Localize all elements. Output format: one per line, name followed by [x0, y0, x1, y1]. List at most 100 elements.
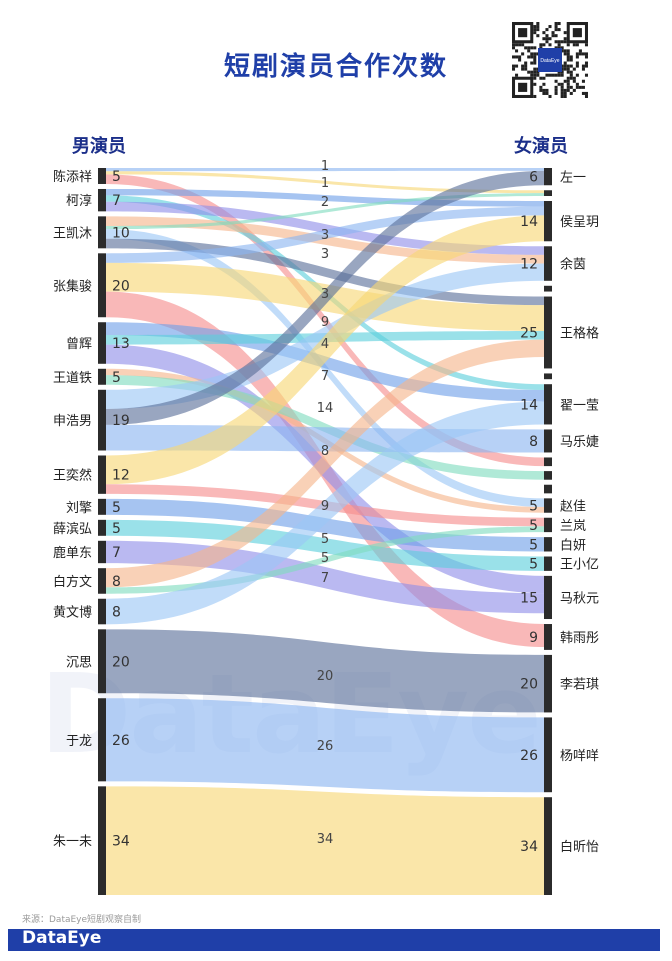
qr-module	[554, 46, 558, 50]
qr-module	[521, 43, 525, 47]
qr-module	[575, 73, 579, 77]
qr-module	[527, 55, 531, 59]
flow-band	[106, 698, 544, 793]
female-node-bar	[544, 190, 552, 197]
qr-module	[551, 34, 555, 38]
female-name-label: 王小亿	[560, 558, 599, 573]
qr-module	[560, 64, 564, 68]
qr-module	[563, 91, 567, 95]
male-name-label: 柯淳	[66, 193, 92, 209]
female-total-label: 5	[529, 499, 538, 515]
female-name-label: 马乐婕	[560, 435, 599, 450]
qr-module	[515, 55, 519, 59]
qr-module	[563, 40, 567, 44]
qr-module	[512, 43, 516, 47]
qr-module	[524, 61, 528, 65]
female-total-label: 20	[520, 677, 538, 693]
qr-module	[575, 64, 579, 68]
flow-value-label: 3	[321, 247, 329, 262]
qr-module	[533, 55, 537, 59]
qr-module	[563, 67, 567, 71]
qr-module	[563, 61, 567, 65]
qr-module	[533, 82, 537, 86]
male-total-label: 19	[112, 413, 130, 429]
qr-module	[566, 52, 570, 56]
female-node-bar	[544, 484, 552, 494]
qr-module	[536, 34, 540, 38]
qr-module	[545, 91, 549, 95]
qr-module	[557, 70, 561, 74]
female-node-bar	[544, 575, 552, 620]
male-name-label: 沉思	[66, 655, 92, 670]
qr-module	[581, 79, 585, 83]
female-name-label: 翟一莹	[560, 398, 599, 413]
flow-band	[106, 171, 544, 194]
qr-module	[566, 79, 570, 83]
flow-value-label: 3	[321, 228, 329, 243]
male-total-label: 34	[112, 834, 130, 850]
qr-module	[542, 37, 546, 41]
male-name-label: 王道铁	[53, 371, 92, 386]
male-name-label: 白方文	[53, 574, 92, 590]
qr-module	[581, 91, 585, 95]
qr-module	[566, 76, 570, 80]
female-node-bar	[544, 246, 552, 281]
qr-module	[548, 73, 552, 77]
node-layer	[98, 168, 552, 895]
female-total-label: 14	[520, 214, 538, 230]
flow-band	[106, 238, 544, 306]
qr-module	[545, 28, 549, 32]
female-node-bar	[544, 168, 552, 186]
qr-module	[551, 31, 555, 35]
female-total-label: 14	[520, 397, 538, 413]
qr-finder-core	[518, 28, 528, 38]
qr-module	[566, 55, 570, 59]
qr-module	[539, 85, 543, 89]
qr-module	[560, 40, 564, 44]
qr-module	[584, 94, 588, 98]
male-node-bar	[98, 568, 106, 594]
female-node-bar	[544, 471, 552, 480]
qr-module	[563, 94, 567, 98]
qr-module	[560, 91, 564, 95]
female-node-bar	[544, 384, 552, 425]
female-name-label: 王格格	[560, 325, 599, 341]
qr-module	[569, 64, 573, 68]
flow-band	[106, 170, 544, 425]
qr-module	[572, 88, 576, 92]
flow-band	[106, 168, 544, 172]
qr-module	[512, 67, 516, 71]
qr-module	[515, 49, 519, 53]
male-node-bar	[98, 368, 106, 385]
qr-module	[539, 46, 543, 50]
male-name-label: 刘擎	[66, 501, 92, 516]
qr-module	[554, 25, 558, 29]
chart-title: 短剧演员合作次数	[223, 52, 448, 82]
female-column-header: 女演员	[514, 135, 568, 157]
male-name-label: 陈添祥	[53, 169, 92, 185]
qr-module	[551, 73, 555, 77]
male-total-label: 20	[112, 654, 130, 670]
female-node-bar	[544, 517, 552, 533]
flow-value-label: 5	[321, 551, 329, 566]
qr-module	[533, 76, 537, 80]
qr-module	[575, 55, 579, 59]
qr-module	[539, 43, 543, 47]
qr-module	[569, 73, 573, 77]
qr-module	[563, 31, 567, 35]
qr-module	[533, 46, 537, 50]
flow-value-label: 1	[321, 176, 329, 191]
qr-module	[560, 46, 564, 50]
qr-module	[530, 73, 534, 77]
flow-band	[106, 206, 544, 263]
flow-band	[106, 526, 544, 594]
female-node-bar	[544, 654, 552, 713]
qr-module	[533, 31, 537, 35]
qr-module	[581, 52, 585, 56]
qr-module	[515, 64, 519, 68]
qr-module	[530, 46, 534, 50]
qr-module	[512, 64, 516, 68]
qr-module	[530, 70, 534, 74]
qr-module	[569, 85, 573, 89]
